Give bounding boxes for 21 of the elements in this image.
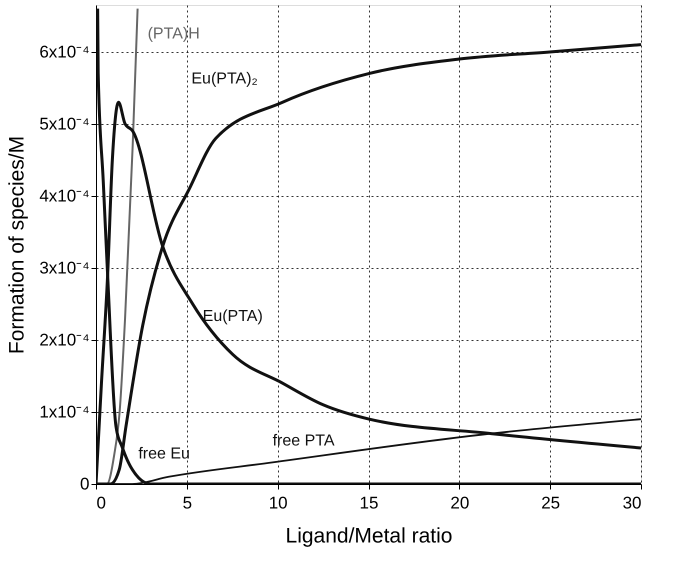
x-tick-label: 5	[182, 494, 192, 512]
x-tick-label: 20	[450, 494, 470, 512]
x-tick-label: 10	[268, 494, 288, 512]
x-tick-label: 0	[96, 494, 106, 512]
x-tick-label: 25	[541, 494, 560, 512]
series-label: free Eu	[138, 446, 190, 463]
series-label: (PTA)H	[148, 26, 200, 43]
y-tick-label: 1x10⁻⁴	[39, 402, 90, 422]
y-tick-label: 2x10⁻⁴	[39, 330, 90, 350]
y-tick-label: 4x10⁻⁴	[39, 186, 90, 206]
series-label: free PTA	[272, 432, 335, 450]
y-tick-label: 6x10⁻⁴	[39, 42, 90, 62]
series-label: Eu(PTA)₂	[191, 70, 258, 88]
series-label: Eu(PTA)	[202, 308, 263, 325]
x-tick-label: 30	[622, 494, 642, 512]
y-tick-label: 3x10⁻⁴	[39, 258, 90, 278]
x-tick-label: 15	[360, 494, 378, 512]
y-tick-label: 5x10⁻⁴	[39, 114, 90, 134]
y-tick-label: 0	[80, 474, 90, 494]
x-axis-title: Ligand/Metal ratio	[286, 524, 452, 548]
y-axis-title: Formation of species/M	[5, 136, 28, 354]
